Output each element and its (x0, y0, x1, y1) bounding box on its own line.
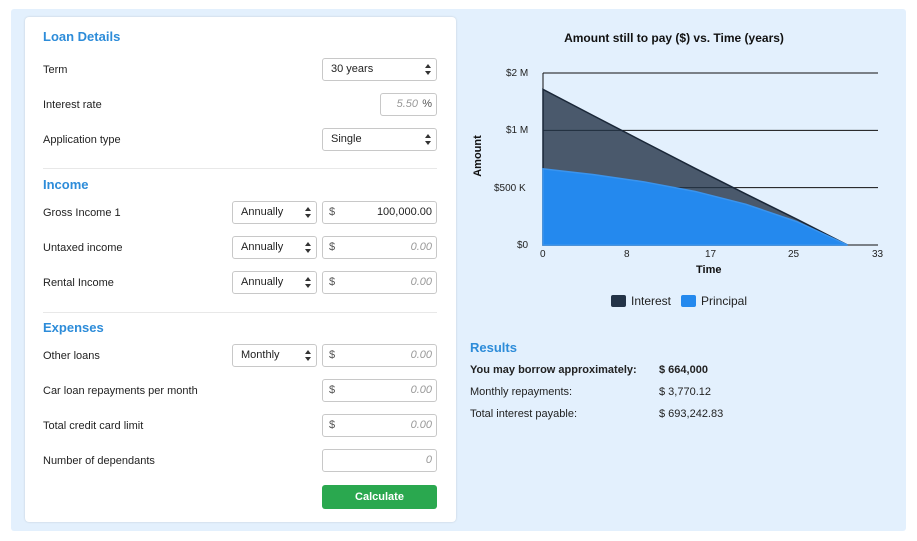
y-tick-label: $0 (517, 240, 529, 251)
credit-card-label: Total credit card limit (43, 420, 144, 432)
frequency-value: Monthly (241, 349, 280, 361)
term-label: Term (43, 64, 68, 76)
other-loans-label: Other loans (43, 350, 100, 362)
borrow-value: $ 664,000 (659, 364, 708, 376)
borrow-label: You may borrow approximately: (470, 364, 637, 376)
legend-label-principal: Principal (701, 294, 748, 308)
other-loans-value: 0.00 (410, 349, 432, 361)
currency-prefix: $ (329, 206, 336, 218)
y-tick-label: $500 K (494, 183, 526, 194)
term-select[interactable]: 30 years (322, 58, 437, 81)
currency-prefix: $ (329, 419, 336, 431)
dependants-label: Number of dependants (43, 455, 155, 467)
x-axis-title: Time (696, 264, 722, 276)
term-value: 30 years (331, 63, 374, 75)
y-tick-label: $2 M (506, 68, 529, 79)
dependants-input[interactable]: 0 (322, 449, 437, 472)
monthly-repayments-value: $ 3,770.12 (659, 386, 711, 398)
total-interest-label: Total interest payable: (470, 408, 578, 420)
dependants-value: 0 (425, 454, 432, 466)
interest-rate-input[interactable]: 5.50 % (380, 93, 437, 116)
select-arrows-icon (425, 134, 431, 145)
other-loans-frequency-select[interactable]: Monthly (232, 344, 317, 367)
currency-prefix: $ (329, 384, 336, 396)
rental-income-label: Rental Income (43, 277, 114, 289)
application-type-value: Single (331, 133, 362, 145)
results-heading: Results (470, 340, 517, 355)
currency-prefix: $ (329, 276, 336, 288)
calculate-button[interactable]: Calculate (322, 485, 437, 509)
application-type-label: Application type (43, 134, 121, 146)
x-tick-label: 33 (872, 249, 884, 260)
frequency-value: Annually (241, 276, 284, 288)
select-arrows-icon (305, 277, 311, 288)
x-tick-label: 25 (788, 249, 800, 260)
interest-rate-value: 5.50 (396, 98, 418, 110)
select-arrows-icon (305, 207, 311, 218)
gross-income-input[interactable]: $ 100,000.00 (322, 201, 437, 224)
total-interest-value: $ 693,242.83 (659, 408, 724, 420)
form-card: Loan Details Term 30 years Interest rate… (25, 17, 456, 522)
select-arrows-icon (305, 242, 311, 253)
legend-item-interest[interactable]: Interest (611, 294, 671, 308)
divider (43, 168, 437, 169)
application-type-select[interactable]: Single (322, 128, 437, 151)
gross-income-value: 100,000.00 (376, 206, 432, 218)
x-tick-label: 8 (624, 249, 630, 260)
expenses-heading: Expenses (43, 320, 104, 335)
chart-areas (542, 88, 848, 246)
area-series-principal[interactable] (542, 168, 848, 246)
interest-rate-label: Interest rate (43, 99, 102, 111)
income-heading: Income (43, 177, 89, 192)
legend-item-principal[interactable]: Principal (681, 294, 747, 308)
other-loans-input[interactable]: $ 0.00 (322, 344, 437, 367)
untaxed-income-value: 0.00 (410, 241, 432, 253)
rental-income-value: 0.00 (410, 276, 432, 288)
x-tick-label: 0 (540, 249, 546, 260)
untaxed-income-frequency-select[interactable]: Annually (232, 236, 317, 259)
currency-prefix: $ (329, 349, 336, 361)
frequency-value: Annually (241, 206, 284, 218)
x-tick-label: 17 (705, 249, 717, 260)
y-axis-title: Amount (471, 135, 484, 177)
loan-details-heading: Loan Details (43, 29, 121, 44)
untaxed-income-label: Untaxed income (43, 242, 123, 254)
select-arrows-icon (425, 64, 431, 75)
legend-label-interest: Interest (631, 294, 672, 308)
car-loan-value: 0.00 (410, 384, 432, 396)
untaxed-income-input[interactable]: $ 0.00 (322, 236, 437, 259)
legend-swatch-principal (681, 295, 696, 307)
y-tick-label: $1 M (506, 125, 529, 136)
rental-income-frequency-select[interactable]: Annually (232, 271, 317, 294)
currency-prefix: $ (329, 241, 336, 253)
chart-title: Amount still to pay ($) vs. Time (years) (564, 31, 784, 45)
gross-income-label: Gross Income 1 (43, 207, 121, 219)
percent-suffix: % (422, 98, 432, 110)
gross-income-frequency-select[interactable]: Annually (232, 201, 317, 224)
rental-income-input[interactable]: $ 0.00 (322, 271, 437, 294)
credit-card-value: 0.00 (410, 419, 432, 431)
car-loan-label: Car loan repayments per month (43, 385, 198, 397)
car-loan-input[interactable]: $ 0.00 (322, 379, 437, 402)
legend-swatch-interest (611, 295, 626, 307)
select-arrows-icon (305, 350, 311, 361)
divider (43, 312, 437, 313)
monthly-repayments-label: Monthly repayments: (470, 386, 573, 398)
frequency-value: Annually (241, 241, 284, 253)
credit-card-input[interactable]: $ 0.00 (322, 414, 437, 437)
